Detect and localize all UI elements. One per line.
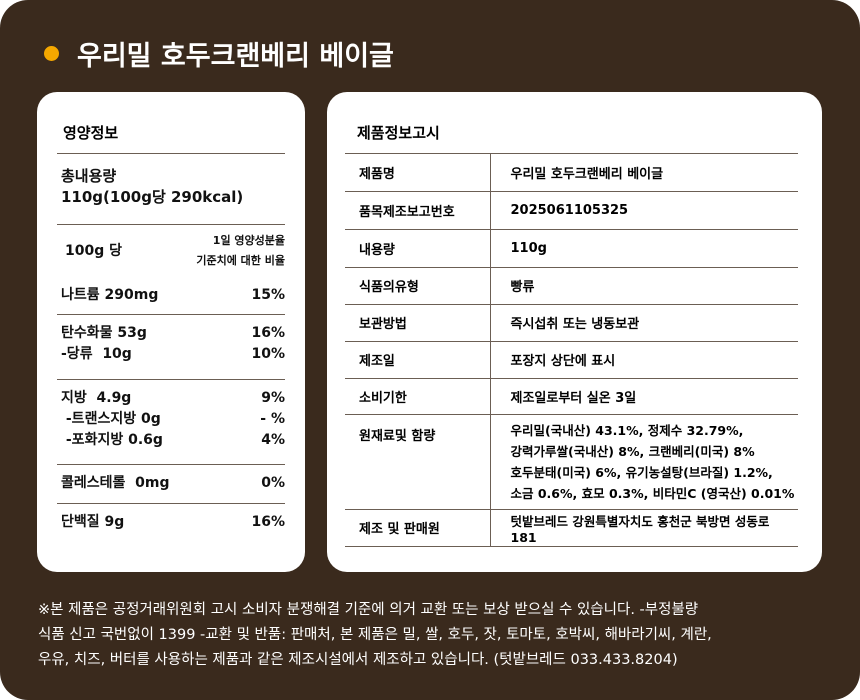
daily-value-note: 1일 영양성분율 기준치에 대한 비율 bbox=[196, 231, 285, 271]
row-value: 포장지 상단에 표시 bbox=[490, 341, 798, 379]
footer-line: ※본 제품은 공정거래위원회 고시 소비자 분쟁해결 기준에 의거 교환 또는 … bbox=[38, 602, 699, 618]
row-label: 소비기한 bbox=[345, 378, 491, 415]
nutrient-name: 단백질 9g bbox=[61, 514, 125, 530]
product-info-table: 제품명 우리밀 호두크랜베리 베이글 품목제조보고번호 2025061105325 내용… bbox=[345, 154, 798, 547]
row-label: 품목제조보고번호 bbox=[345, 191, 491, 230]
row-label: 제조 및 판매원 bbox=[345, 509, 491, 547]
nutrient-row: -트랜스지방 0g - % bbox=[61, 409, 285, 430]
table-row: 보관방법 즉시섭취 또는 냉동보관 bbox=[345, 304, 798, 342]
row-value: 제조일로부터 실온 3일 bbox=[490, 378, 798, 415]
row-label: 식품의유형 bbox=[345, 267, 491, 305]
footer-line: 식품 신고 국번없이 1399 -교환 및 반품: 판매처, 본 제품은 밀, … bbox=[38, 627, 712, 643]
product-heading: 제품정보고시 bbox=[357, 124, 440, 142]
nutrient-percent: - % bbox=[260, 411, 285, 427]
nutrient-percent: 0% bbox=[261, 475, 285, 491]
table-row: 제조 및 판매원 텃밭브레드 강원특별자치도 홍천군 북방면 성동로 181 bbox=[345, 509, 798, 547]
row-label: 제조일 bbox=[345, 341, 491, 379]
nutrient-row: 탄수화물 53g 16% bbox=[61, 323, 285, 344]
total-value: 110g(100g당 290kcal) bbox=[61, 188, 244, 206]
nutrient-percent: 15% bbox=[251, 287, 285, 303]
product-title: 우리밀 호두크랜베리 베이글 bbox=[77, 41, 394, 72]
row-value: 2025061105325 bbox=[490, 191, 798, 230]
row-label: 보관방법 bbox=[345, 304, 491, 342]
row-value: 110g bbox=[490, 229, 798, 268]
nutrient-percent: 4% bbox=[261, 432, 285, 448]
dv-line1: 1일 영양성분율 bbox=[212, 234, 285, 247]
nutrient-row: 콜레스테롤 0mg 0% bbox=[61, 473, 285, 494]
per-label: 100g 당 bbox=[65, 242, 122, 259]
row-value: 즉시섭취 또는 냉동보관 bbox=[490, 304, 798, 342]
nutrient-group: 콜레스테롤 0mg 0% bbox=[57, 465, 285, 503]
nutrient-percent: 9% bbox=[261, 390, 285, 406]
per-header: 100g 당 1일 영양성분율 기준치에 대한 비율 bbox=[57, 225, 285, 277]
table-row: 품목제조보고번호 2025061105325 bbox=[345, 191, 798, 230]
dv-line2: 기준치에 대한 비율 bbox=[196, 254, 285, 267]
row-label: 원재료및 함량 bbox=[345, 414, 491, 510]
footer-line: 우유, 치즈, 버터를 사용하는 제품과 같은 제조시설에서 제조하고 있습니다… bbox=[38, 652, 678, 668]
footer-notice: ※본 제품은 공정거래위원회 고시 소비자 분쟁해결 기준에 의거 교환 또는 … bbox=[38, 598, 838, 673]
nutrient-name: 탄수화물 53g bbox=[61, 325, 147, 341]
table-row: 소비기한 제조일로부터 실온 3일 bbox=[345, 378, 798, 415]
product-info-card: 제품정보고시 제품명 우리밀 호두크랜베리 베이글 품목제조보고번호 20250611… bbox=[327, 92, 822, 572]
nutrient-name: -당류 10g bbox=[61, 346, 132, 362]
total-label: 총내용량 bbox=[61, 167, 117, 185]
bullet-dot-icon bbox=[44, 46, 59, 61]
nutrient-row: -당류 10g 10% bbox=[61, 344, 285, 365]
nutrient-percent: 10% bbox=[251, 346, 285, 362]
nutrient-name: -포화지방 0.6g bbox=[61, 432, 163, 448]
nutrient-percent: 16% bbox=[251, 325, 285, 341]
row-value: 우리밀 호두크랜베리 베이글 bbox=[490, 154, 798, 192]
total-content: 총내용량 110g(100g당 290kcal) bbox=[57, 154, 285, 224]
nutrition-heading: 영양정보 bbox=[63, 124, 119, 142]
table-row: 제조일 포장지 상단에 표시 bbox=[345, 341, 798, 379]
nutrient-group: 나트륨 290mg 15% bbox=[57, 277, 285, 314]
table-row: 내용량 110g bbox=[345, 229, 798, 268]
row-label: 내용량 bbox=[345, 229, 491, 268]
row-value: 우리밀(국내산) 43.1%, 정제수 32.79%, 강력가루쌀(국내산) 8… bbox=[490, 414, 798, 510]
nutrient-group: 지방 4.9g 9% -트랜스지방 0g - % -포화지방 0.6g 4% bbox=[57, 380, 285, 464]
nutrient-group: 탄수화물 53g 16% -당류 10g 10% bbox=[57, 315, 285, 379]
nutrient-name: 나트륨 290mg bbox=[61, 287, 159, 303]
nutrient-name: 지방 4.9g bbox=[61, 390, 132, 406]
row-label: 제품명 bbox=[345, 154, 491, 192]
table-row: 원재료및 함량 우리밀(국내산) 43.1%, 정제수 32.79%, 강력가루쌀… bbox=[345, 414, 798, 510]
nutrient-group: 단백질 9g 16% bbox=[57, 504, 285, 544]
nutrient-row: 지방 4.9g 9% bbox=[61, 388, 285, 409]
row-value: 빵류 bbox=[490, 267, 798, 305]
nutrient-name: 콜레스테롤 0mg bbox=[61, 475, 170, 491]
nutrient-list: 나트륨 290mg 15% 탄수화물 53g 16% -당류 10g 10% 지방 4.9g… bbox=[57, 277, 285, 544]
table-row: 식품의유형 빵류 bbox=[345, 267, 798, 305]
nutrient-row: 단백질 9g 16% bbox=[61, 512, 285, 533]
page-title: 우리밀 호두크랜베리 베이글 bbox=[44, 34, 394, 73]
nutrient-name: -트랜스지방 0g bbox=[61, 411, 161, 427]
nutrient-row: 나트륨 290mg 15% bbox=[61, 285, 285, 306]
row-value: 텃밭브레드 강원특별자치도 홍천군 북방면 성동로 181 bbox=[490, 509, 798, 547]
table-row: 제품명 우리밀 호두크랜베리 베이글 bbox=[345, 154, 798, 192]
nutrient-percent: 16% bbox=[251, 514, 285, 530]
nutrient-row: -포화지방 0.6g 4% bbox=[61, 430, 285, 451]
nutrition-card: 영양정보 총내용량 110g(100g당 290kcal) 100g 당 1일 … bbox=[37, 92, 305, 572]
